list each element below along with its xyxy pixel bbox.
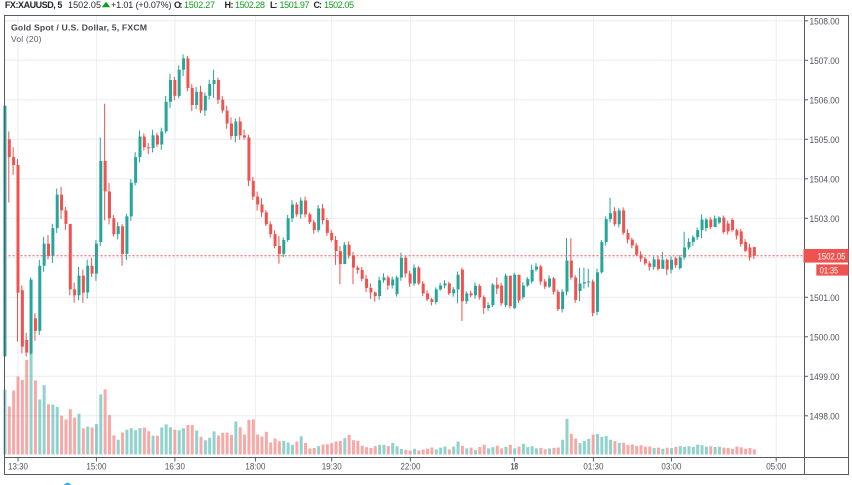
svg-text:C:: C:: [314, 0, 323, 10]
svg-text:1502.05: 1502.05: [818, 251, 846, 262]
svg-text:1501.97: 1501.97: [280, 0, 310, 10]
svg-text:1505.00: 1505.00: [810, 135, 840, 146]
svg-text:03:00: 03:00: [661, 462, 681, 473]
svg-text:1500.00: 1500.00: [810, 332, 840, 343]
svg-text:H:: H:: [225, 0, 234, 10]
svg-text:19:30: 19:30: [322, 462, 342, 473]
svg-text:L:: L:: [270, 0, 278, 10]
svg-text:22:00: 22:00: [400, 462, 420, 473]
svg-text:1502.05: 1502.05: [68, 0, 101, 10]
svg-text:1507.00: 1507.00: [810, 56, 840, 67]
svg-text:1506.00: 1506.00: [810, 95, 840, 106]
svg-text:FX:XAUUSD, 5: FX:XAUUSD, 5: [5, 0, 63, 10]
svg-text:+1.01 (+0.07%): +1.01 (+0.07%): [111, 0, 172, 10]
svg-text:Gold Spot / U.S. Dollar, 5, FX: Gold Spot / U.S. Dollar, 5, FXCM: [11, 22, 147, 32]
svg-text:1508.00: 1508.00: [810, 16, 840, 27]
svg-text:1502.27: 1502.27: [184, 0, 215, 10]
svg-text:O:: O:: [174, 0, 183, 10]
svg-text:1503.00: 1503.00: [810, 214, 840, 225]
svg-text:1502.05: 1502.05: [324, 0, 354, 10]
svg-text:05:00: 05:00: [766, 462, 786, 473]
svg-text:13:30: 13:30: [8, 462, 28, 473]
svg-text:15:00: 15:00: [86, 462, 106, 473]
svg-text:1501.00: 1501.00: [810, 293, 840, 304]
svg-text:Vol (20): Vol (20): [11, 34, 42, 44]
svg-text:18:00: 18:00: [245, 462, 265, 473]
svg-text:1504.00: 1504.00: [810, 174, 840, 185]
svg-text:16:30: 16:30: [165, 462, 185, 473]
svg-text:1498.00: 1498.00: [810, 411, 840, 422]
svg-text:01:35: 01:35: [820, 265, 839, 276]
svg-text:01:30: 01:30: [583, 462, 603, 473]
svg-text:1499.00: 1499.00: [810, 372, 840, 383]
svg-text:18: 18: [511, 462, 519, 473]
svg-text:1502.28: 1502.28: [235, 0, 265, 10]
